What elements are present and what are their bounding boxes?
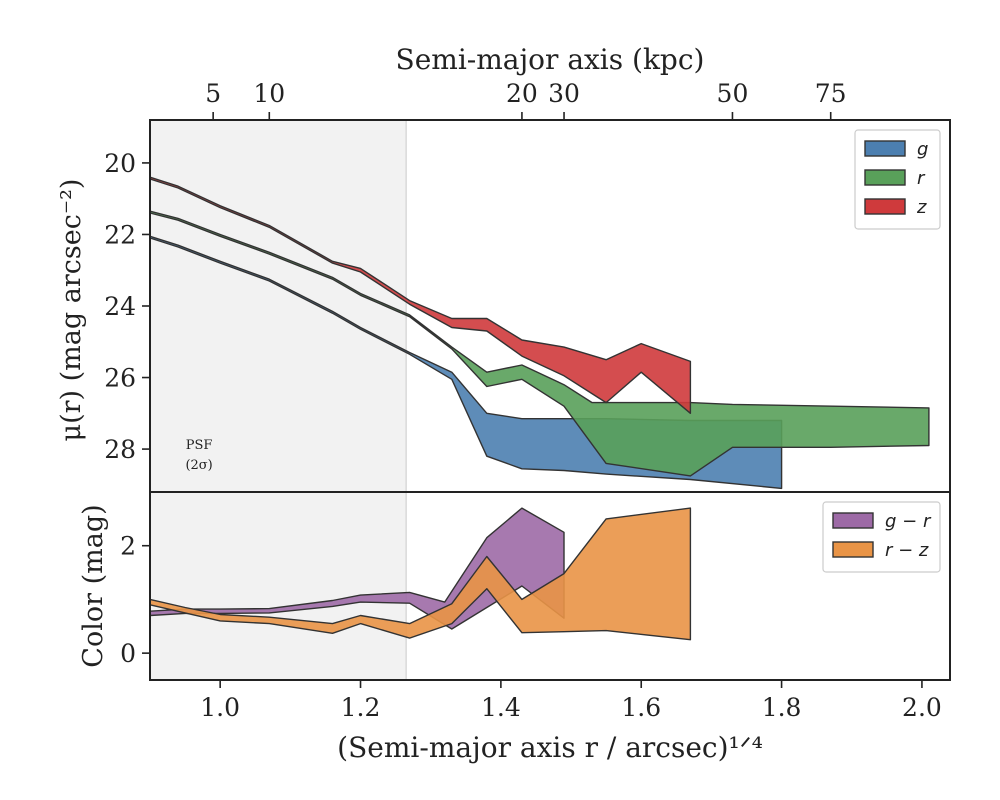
y-tick-label: 22 xyxy=(104,220,136,249)
y-axis-ticks-color: 02 xyxy=(120,532,150,668)
psf-region-shade xyxy=(150,120,407,492)
y-tick-label-color: 0 xyxy=(120,639,136,668)
x-axis-label: (Semi-major axis r / arcsec)¹ᐟ⁴ xyxy=(337,731,763,764)
y-tick-label: 28 xyxy=(104,435,136,464)
legend-label: r xyxy=(917,168,926,189)
top-tick-label: 30 xyxy=(548,79,580,108)
x-tick-label: 1.8 xyxy=(762,693,802,722)
top-axis-label: Semi-major axis (kpc) xyxy=(396,43,705,76)
legend-label: r − z xyxy=(885,540,929,561)
y-axis-ticks-top: 20 22 24 26 28 xyxy=(104,149,150,464)
surface-brightness-bands xyxy=(149,176,930,490)
x-tick-label: 1.6 xyxy=(621,693,661,722)
y-axis-label-surface-brightness: μ(r) (mag arcsec⁻²) xyxy=(56,179,87,442)
psf-region-shade-color xyxy=(150,492,407,680)
legend-label: g xyxy=(917,139,928,160)
x-tick-label: 1.2 xyxy=(341,693,381,722)
legend-swatch xyxy=(864,140,906,157)
x-tick-label: 2.0 xyxy=(902,693,942,722)
legend-swatch xyxy=(832,512,874,529)
y-axis-label-color: Color (mag) xyxy=(78,504,109,667)
y-tick-label: 26 xyxy=(104,364,136,393)
color-panel: 02 1.0 1.2 1.4 1.6 1.8 2.0 (Semi-major axis r… xyxy=(78,491,951,764)
top-tick-label: 75 xyxy=(815,79,847,108)
top-tick-label: 20 xyxy=(506,79,538,108)
legend-label: g − r xyxy=(885,511,932,532)
y-tick-label: 24 xyxy=(104,292,136,321)
color-band-rz xyxy=(149,507,692,641)
top-tick-label: 10 xyxy=(253,79,285,108)
legend-swatch xyxy=(832,541,874,558)
legend-colors: g − r r − z xyxy=(822,501,941,573)
color-bands xyxy=(149,507,692,641)
color-panel-frame xyxy=(149,491,951,681)
top-tick-label: 5 xyxy=(205,79,221,108)
legend-swatch xyxy=(864,198,906,215)
x-tick-label: 1.4 xyxy=(481,693,521,722)
y-tick-label: 20 xyxy=(104,149,136,178)
surface-brightness-panel: PSF (2σ) 20 22 24 26 28 5 10 20 30 50 75 Semi-maj… xyxy=(56,43,951,493)
legend-swatch xyxy=(864,169,906,186)
top-tick-label: 50 xyxy=(717,79,749,108)
surface-brightness-band-z xyxy=(149,176,692,414)
psf-sigma-label: (2σ) xyxy=(185,458,212,473)
x-axis-ticks: 1.0 1.2 1.4 1.6 1.8 2.0 xyxy=(200,680,942,722)
surface-brightness-band-r xyxy=(149,210,930,477)
psf-label: PSF xyxy=(186,438,213,453)
legend-bands: grz xyxy=(854,129,941,230)
x-tick-label: 1.0 xyxy=(200,693,240,722)
legend-label: z xyxy=(916,197,927,218)
top-axis-ticks: 5 10 20 30 50 75 xyxy=(205,79,847,120)
y-tick-label-color: 2 xyxy=(120,532,136,561)
